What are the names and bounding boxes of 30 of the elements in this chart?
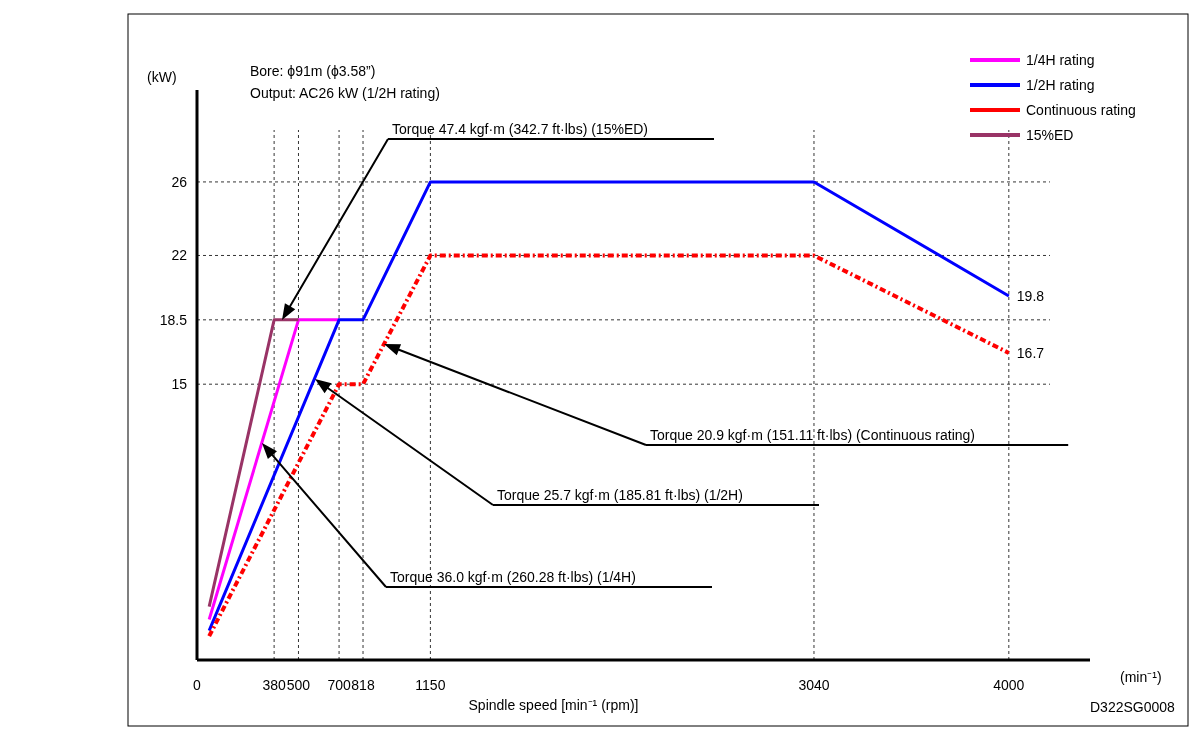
x-tick-label: 380	[262, 677, 287, 693]
legend-label: 1/4H rating	[1026, 52, 1095, 68]
legend-label: Continuous rating	[1026, 102, 1136, 118]
y-tick-label: 22	[171, 247, 188, 264]
x-tick-label: 700	[327, 677, 351, 693]
x-tick-label: 818	[351, 677, 375, 693]
y-tick-label: 18.5	[159, 311, 188, 328]
annotation: Torque 25.7 kgf·m (185.81 ft·lbs) (1/2H)	[497, 487, 743, 503]
text: (min⁻¹)	[1120, 669, 1162, 685]
x-tick-label: 1150	[415, 677, 446, 693]
legend-label: 15%ED	[1026, 127, 1074, 143]
data-label: 16.7	[1016, 344, 1045, 361]
x-tick-label: 4000	[993, 677, 1025, 693]
x-axis-title: Spindle speed [min⁻¹ (rpm)]	[468, 697, 639, 713]
line-series	[207, 180, 1011, 633]
annotation: Torque 20.9 kgf·m (151.11 ft·lbs) (Continuous rating)	[650, 427, 976, 443]
data-label: 19.8	[1016, 287, 1045, 304]
x-tick-label: 0	[193, 677, 202, 693]
y-tick-label: 15	[171, 376, 188, 393]
x-tick-label: 3040	[798, 677, 830, 693]
y-tick-label: 26	[171, 173, 188, 190]
line-series	[207, 253, 1011, 639]
x-tick-label: 500	[286, 677, 311, 693]
annotation: Torque 47.4 kgf·m (342.7 ft·lbs) (15%ED)	[392, 121, 648, 137]
legend-label: 1/2H rating	[1026, 77, 1095, 93]
annotation: Output: AC26 kW (1/2H rating)	[250, 85, 440, 101]
y-axis-title: (kW)	[147, 69, 177, 85]
text: Bore: ϕ91m (ϕ3.58”)	[250, 63, 376, 79]
annotation: Torque 36.0 kgf·m (260.28 ft·lbs) (1/4H)	[390, 569, 636, 585]
text: D322SG0008	[1090, 699, 1176, 715]
